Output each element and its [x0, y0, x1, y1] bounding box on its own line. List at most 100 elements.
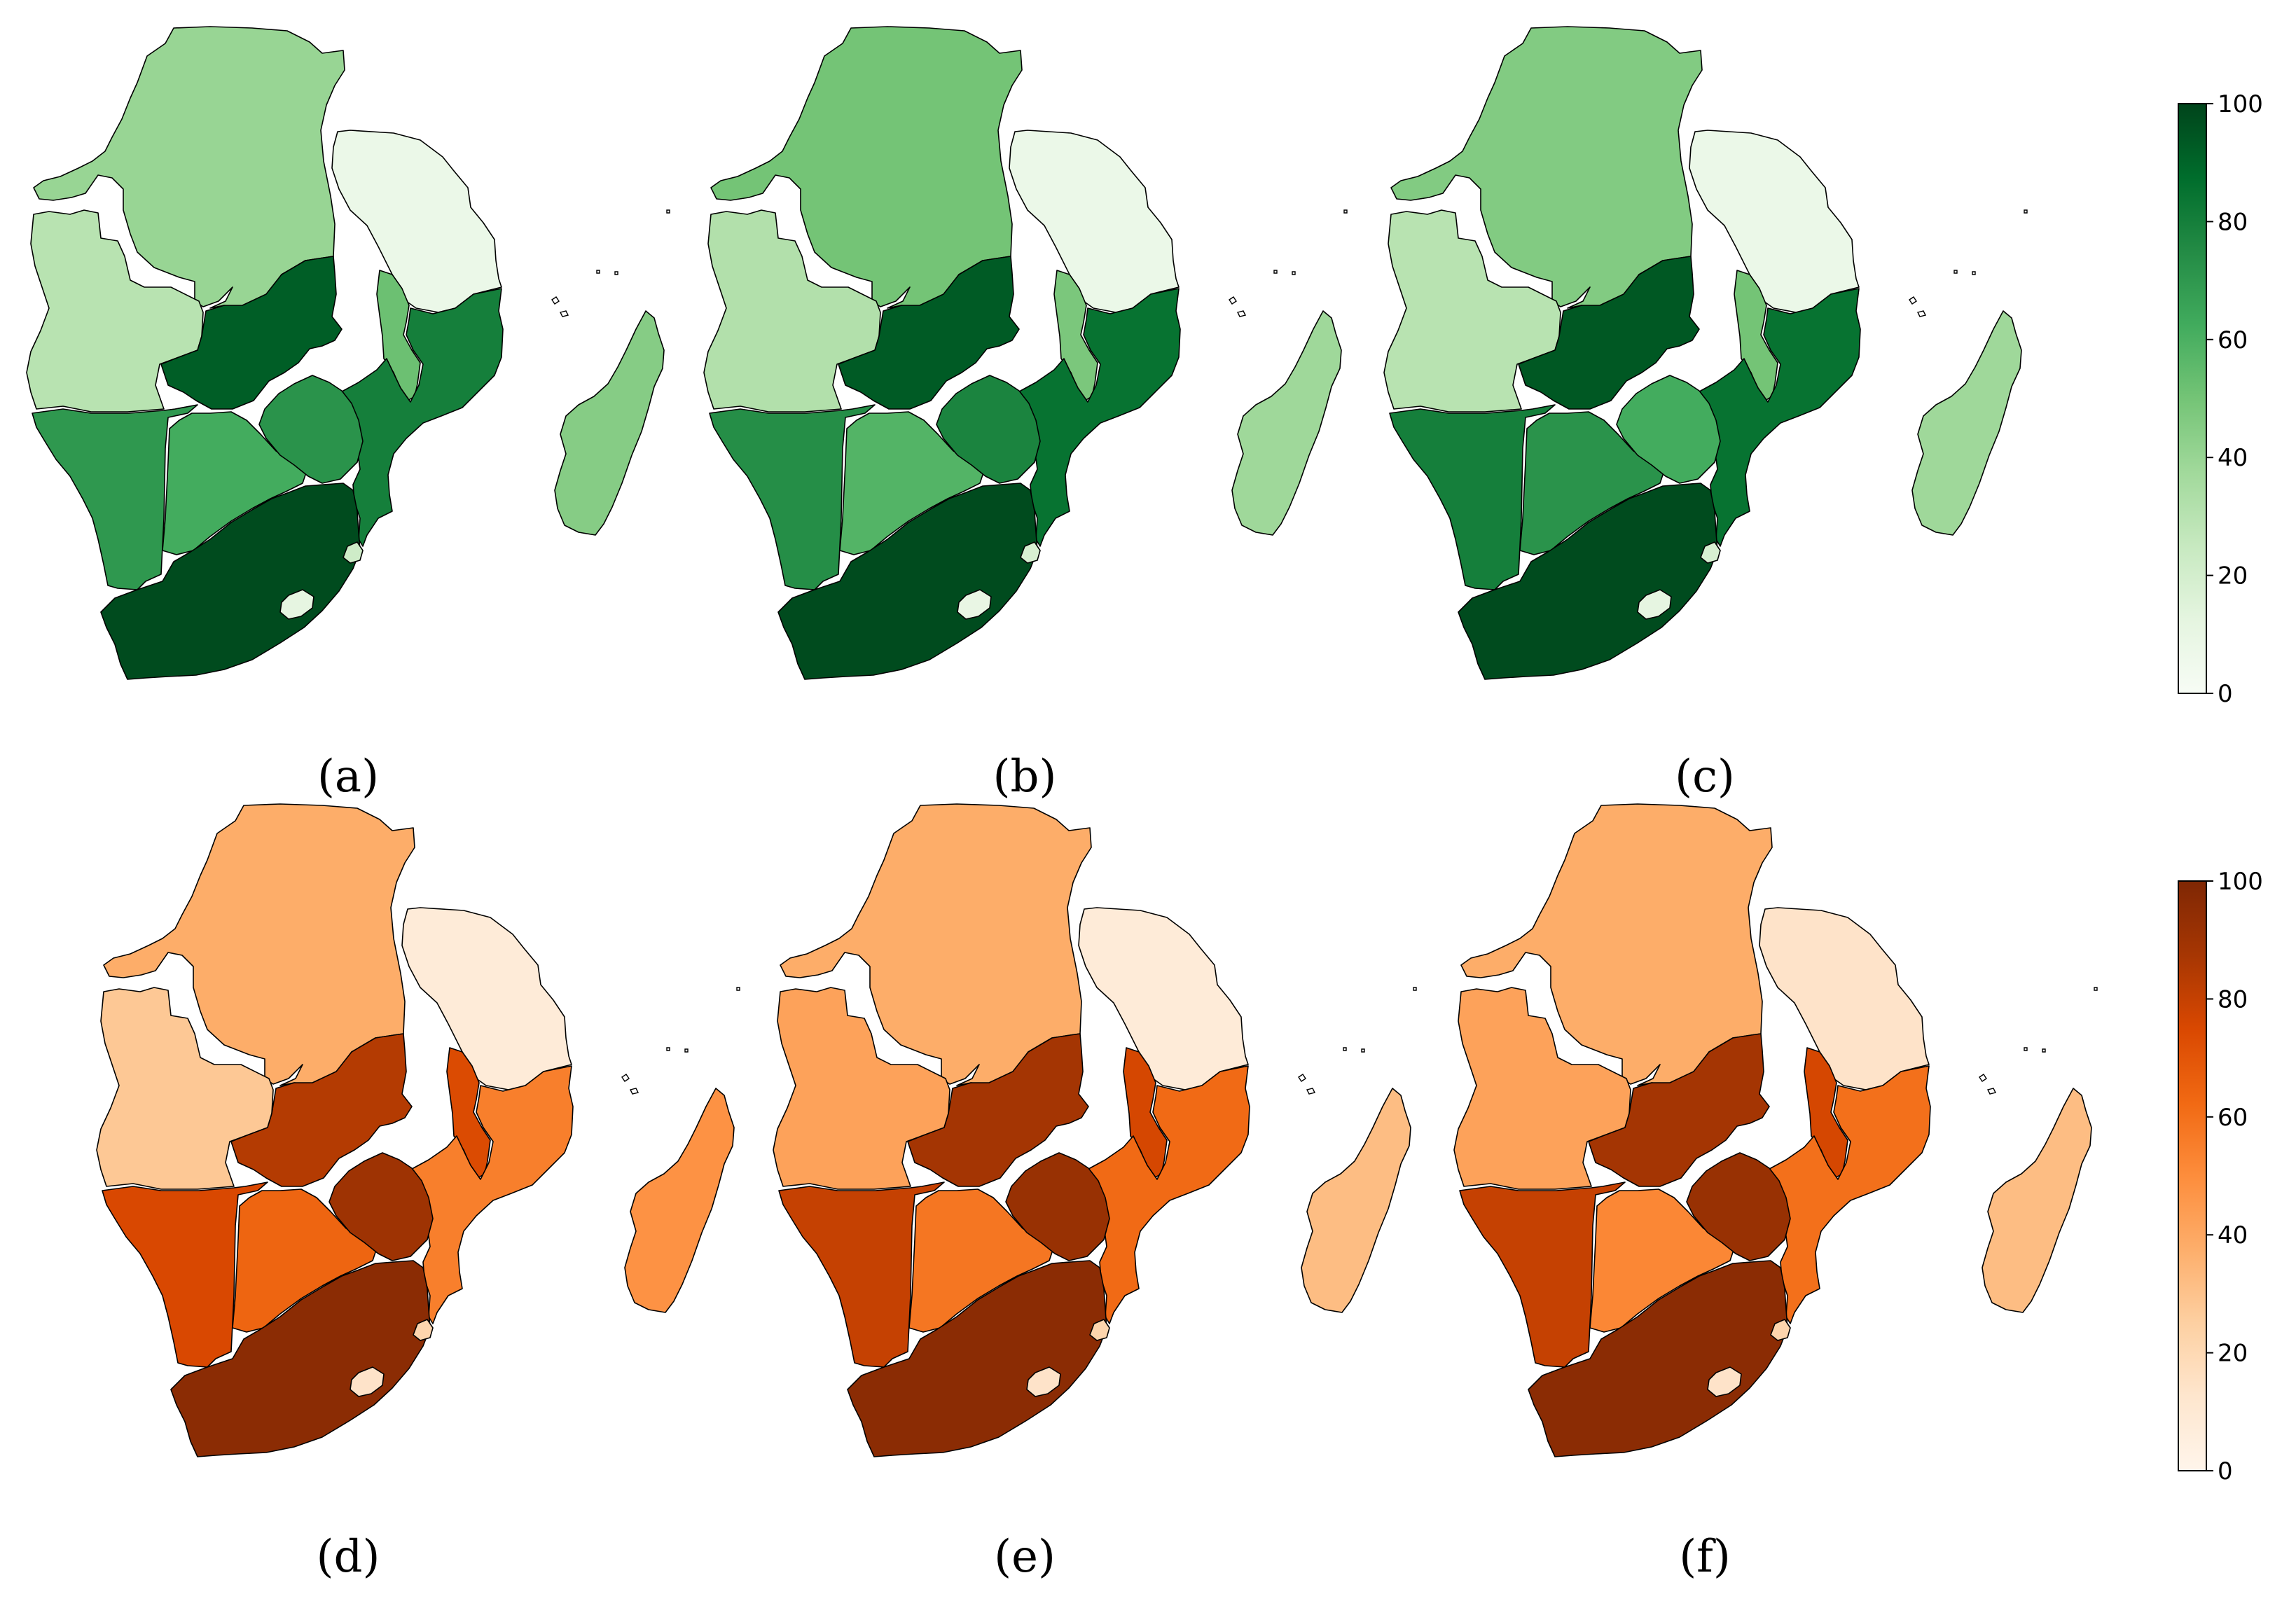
- colorbar-tick-label: 20: [2218, 562, 2248, 590]
- country-southafrica: [847, 1260, 1107, 1457]
- island: [1909, 296, 1917, 305]
- country-namibia: [102, 1181, 268, 1368]
- country-tanzania: [401, 907, 572, 1090]
- colorbar-tick-label: 100: [2218, 90, 2263, 118]
- map-panel: [1453, 803, 2098, 1457]
- colorbar: 0 20 40 60 80 100: [2178, 90, 2263, 708]
- colorbar-tick-label: 40: [2218, 444, 2248, 472]
- country-southafrica: [1458, 483, 1718, 680]
- panel-label: (e): [994, 1531, 1056, 1583]
- colorbar-tick-label: 0: [2218, 1457, 2233, 1485]
- country-zambia: [230, 1033, 413, 1187]
- colorbar-tick-label: 60: [2218, 326, 2248, 354]
- colorbar-tick-label: 40: [2218, 1221, 2248, 1249]
- country-madagascar: [1911, 310, 2022, 536]
- island: [1343, 209, 1348, 214]
- country-southafrica: [777, 483, 1038, 680]
- country-drc: [1390, 26, 1703, 309]
- country-madagascar: [554, 310, 665, 536]
- country-tanzania: [331, 130, 502, 313]
- country-botswana: [1519, 411, 1666, 555]
- country-namibia: [778, 1181, 945, 1368]
- map-panel: [26, 26, 670, 680]
- island: [1298, 1074, 1306, 1082]
- colorbar-tick-label: 0: [2218, 680, 2233, 708]
- island: [551, 296, 560, 305]
- country-zambia: [1588, 1033, 1770, 1187]
- colorbar-gradient: [2178, 880, 2207, 1471]
- island: [1972, 271, 1976, 275]
- island: [1361, 1048, 1365, 1053]
- country-eswatini: [413, 1319, 434, 1341]
- country-madagascar: [624, 1088, 735, 1313]
- island: [1306, 1088, 1316, 1095]
- country-southafrica: [170, 1260, 431, 1457]
- colorbar-tick-label: 100: [2218, 868, 2263, 896]
- country-zimbabwe: [258, 375, 364, 484]
- colorbar-tick-label: 80: [2218, 208, 2248, 236]
- country-lesotho: [1637, 589, 1672, 620]
- country-botswana: [1589, 1188, 1736, 1333]
- island: [1979, 1074, 1987, 1082]
- country-lesotho: [957, 589, 992, 620]
- island: [596, 270, 600, 274]
- panel-label: (d): [317, 1531, 380, 1583]
- country-drc: [1460, 803, 1773, 1086]
- colorbar-tick-label: 20: [2218, 1340, 2248, 1368]
- panel-label: (c): [1675, 751, 1735, 803]
- country-madagascar: [1982, 1088, 2092, 1313]
- country-botswana: [839, 411, 986, 555]
- island: [1953, 270, 1958, 274]
- country-drc: [780, 803, 1092, 1086]
- island: [666, 209, 670, 214]
- country-botswana: [162, 411, 309, 555]
- country-tanzania: [1009, 130, 1180, 313]
- country-zimbabwe: [936, 375, 1041, 484]
- country-zimbabwe: [1005, 1152, 1110, 1261]
- country-zimbabwe: [329, 1152, 434, 1261]
- island: [621, 1074, 630, 1082]
- colorbar-gradient: [2178, 103, 2207, 694]
- map-panel: [96, 803, 740, 1457]
- island: [1292, 271, 1296, 275]
- island: [684, 1048, 689, 1053]
- island: [736, 987, 740, 991]
- country-lesotho: [279, 589, 314, 620]
- country-lesotho: [1026, 1366, 1061, 1397]
- colorbar-tick-label: 80: [2218, 985, 2248, 1013]
- country-drc: [33, 26, 345, 309]
- panel-label: (f): [1679, 1531, 1731, 1583]
- country-namibia: [1389, 404, 1556, 590]
- panel-label: (a): [317, 751, 379, 803]
- island: [2024, 1047, 2028, 1051]
- country-southafrica: [100, 483, 361, 680]
- country-zambia: [160, 256, 343, 410]
- map-panel: [703, 26, 1348, 680]
- country-tanzania: [1078, 907, 1249, 1090]
- map-panel: [773, 803, 1417, 1457]
- country-eswatini: [1770, 1319, 1791, 1341]
- colorbar: 0 20 40 60 80 100: [2178, 868, 2263, 1485]
- island: [2042, 1048, 2046, 1053]
- country-lesotho: [1707, 1366, 1742, 1397]
- island: [1236, 310, 1247, 317]
- country-eswatini: [1089, 1319, 1110, 1341]
- country-tanzania: [1759, 907, 1930, 1090]
- country-eswatini: [1020, 541, 1041, 564]
- country-zambia: [1518, 256, 1700, 410]
- panel-label: (b): [993, 751, 1057, 803]
- island: [1916, 310, 1927, 317]
- island: [666, 1047, 670, 1051]
- country-namibia: [32, 404, 198, 590]
- country-zimbabwe: [1616, 375, 1721, 484]
- island: [2024, 209, 2028, 214]
- country-tanzania: [1689, 130, 1860, 313]
- country-botswana: [908, 1188, 1056, 1333]
- country-madagascar: [1231, 310, 1342, 536]
- country-zambia: [907, 1033, 1089, 1187]
- country-namibia: [1459, 1181, 1626, 1368]
- map-panel: [1383, 26, 2028, 680]
- country-eswatini: [343, 541, 364, 564]
- island: [629, 1088, 639, 1095]
- country-southafrica: [1528, 1260, 1788, 1457]
